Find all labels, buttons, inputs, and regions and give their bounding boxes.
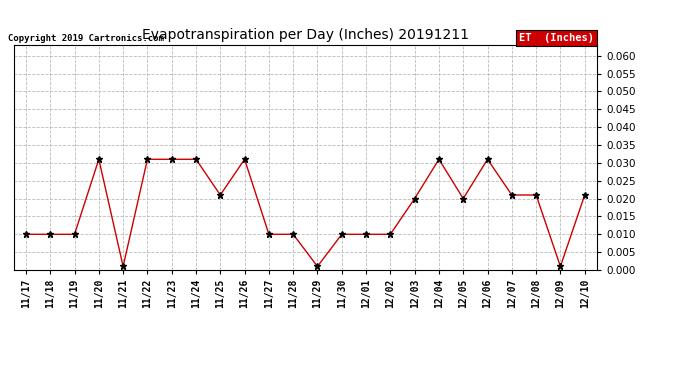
Text: Copyright 2019 Cartronics.com: Copyright 2019 Cartronics.com (8, 34, 164, 43)
Text: ET  (Inches): ET (Inches) (519, 33, 594, 43)
Title: Evapotranspiration per Day (Inches) 20191211: Evapotranspiration per Day (Inches) 2019… (142, 28, 469, 42)
